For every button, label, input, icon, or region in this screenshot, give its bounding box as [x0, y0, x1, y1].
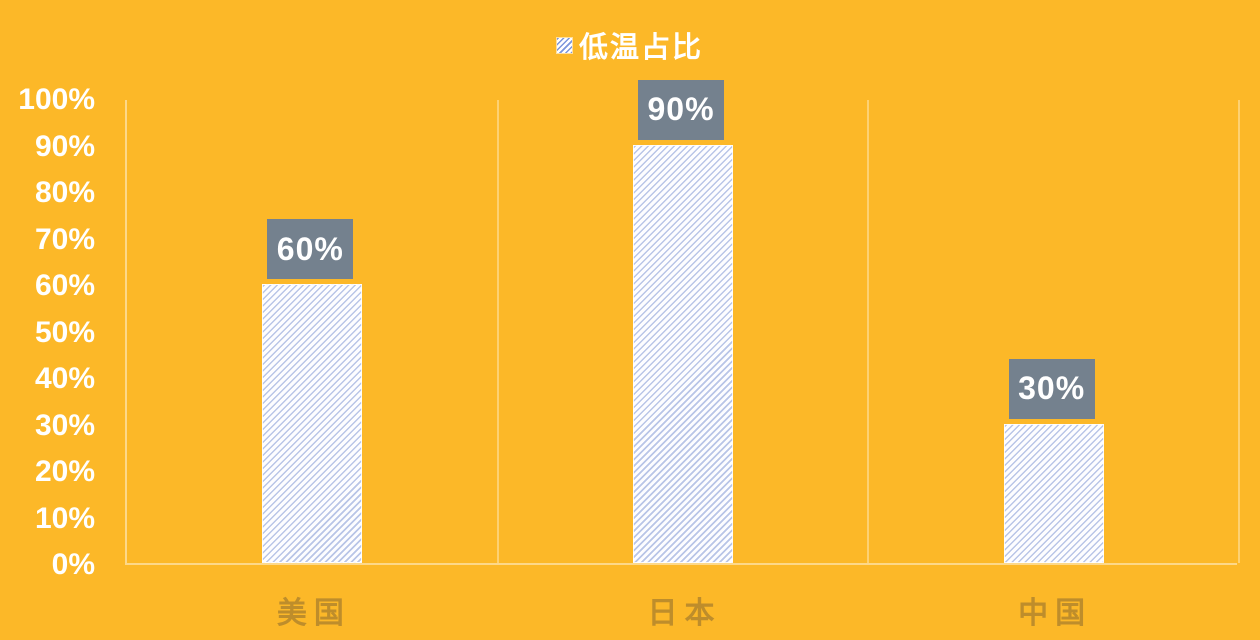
vertical-gridline [1238, 100, 1240, 563]
plot-area: 0% 10% 20% 30% 40% 50% 60% 70% 80% 90% 100% [18, 83, 1240, 581]
bar [262, 284, 363, 563]
y-axis-tick-label: 90% [34, 129, 95, 163]
bar-value-label: 90% [647, 91, 715, 127]
bar [1003, 423, 1104, 563]
y-axis-tick-label: 30% [34, 408, 95, 442]
category-label: 日本 [647, 597, 722, 630]
y-axis-tick-label: 0% [51, 548, 95, 581]
vertical-gridline [496, 100, 499, 563]
y-axis-tick-label: 100% [18, 83, 95, 116]
bar-value-label: 30% [1018, 370, 1086, 406]
y-axis-tick-label: 50% [34, 315, 95, 349]
category-label: 中国 [1018, 597, 1093, 630]
y-axis-tick-label: 40% [34, 362, 95, 395]
y-axis-tick-label: 70% [34, 222, 95, 256]
y-axis-tick-label: 20% [34, 455, 95, 488]
bar-value-label: 60% [276, 230, 344, 267]
legend-hatch-swatch-icon [556, 37, 572, 53]
category-label: 美国 [276, 597, 351, 630]
vertical-gridline [867, 100, 870, 563]
legend: 低温占比 [556, 24, 704, 66]
bar-value-label-box: 60% [267, 219, 354, 279]
bar-value-label-box: 30% [1008, 358, 1095, 419]
y-axis-tick-label: 10% [34, 501, 95, 535]
y-axis-tick-label: 60% [34, 269, 95, 302]
bar-value-label-box: 90% [638, 79, 724, 140]
legend-label: 低温占比 [578, 32, 704, 64]
bar [633, 144, 733, 563]
y-axis-tick-label: 80% [34, 176, 95, 209]
